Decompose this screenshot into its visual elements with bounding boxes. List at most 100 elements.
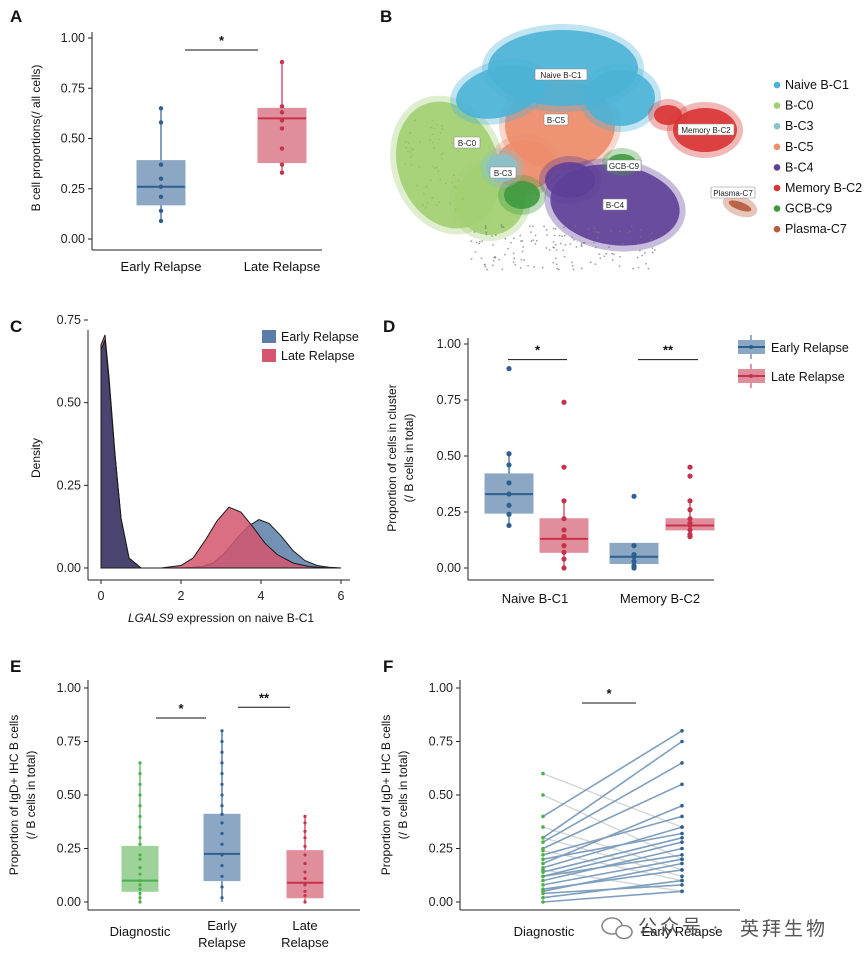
panel-a-plot: * <box>136 33 307 224</box>
umap-scatter-point <box>533 265 536 268</box>
umap-label-box <box>677 123 735 136</box>
umap-scatter-point <box>454 208 457 211</box>
watermark-left-text: 公众号 · <box>638 916 722 938</box>
umap-scatter-point <box>552 227 555 230</box>
panel-e-early-relapse-point <box>220 842 224 846</box>
umap-scatter-point <box>563 255 566 258</box>
panel-f-pair-line-increase <box>542 740 683 839</box>
umap-cluster-labels: Naive B-C1 B-C0 B-C3 B-C5 B-C4 Memory B-C2 GCB… <box>453 68 756 211</box>
panel-f-pair-line-increase <box>542 854 683 878</box>
panel-e-diagnostic-point <box>138 887 142 891</box>
umap-scatter-point <box>618 265 621 268</box>
panel-e-late-relapse-point <box>303 853 307 857</box>
umap-scatter-point <box>580 267 583 270</box>
panel-e-late-relapse-point <box>303 814 307 819</box>
umap-scatter-point <box>580 245 583 248</box>
umap-scatter-point <box>483 263 486 266</box>
umap-scatter-point <box>512 261 515 264</box>
panel-f-point-diagnostic <box>541 857 545 861</box>
panel-d-early-naive-point <box>506 366 512 372</box>
umap-scatter-point <box>594 263 597 266</box>
umap-scatter-point <box>504 237 507 240</box>
umap-label-text: B-C5 <box>547 116 566 125</box>
panel-f-point-diagnostic <box>541 814 545 819</box>
panel-e-ytick-label: 1.00 <box>57 681 81 695</box>
umap-legend-label: B-C4 <box>785 160 814 174</box>
umap-scatter-point <box>638 249 641 252</box>
panel-f-point-early-relapse <box>680 883 684 887</box>
panel-f-plot: * <box>541 686 684 904</box>
panel-f-point-early-relapse <box>680 729 684 733</box>
umap-scatter-point <box>405 146 408 149</box>
umap-scatter-point <box>433 146 435 149</box>
umap-scatter-point <box>478 242 480 245</box>
panel-f-point-diagnostic <box>541 848 545 853</box>
umap-scatter-point <box>450 142 453 144</box>
panel-f-pair-line-increase <box>542 858 683 886</box>
umap-scatter-point <box>513 257 516 260</box>
umap-scatter-point <box>409 146 412 149</box>
panel-a-early-point <box>158 194 164 199</box>
panel-f-point-early-relapse <box>680 868 684 872</box>
umap-scatter-point <box>587 227 590 230</box>
umap-legend-label: Naive B-C1 <box>785 78 849 92</box>
panel-d-late-memory-point <box>687 534 693 540</box>
panel-letter-d: D <box>383 317 395 336</box>
panel-d-late-naive-point <box>561 543 567 549</box>
panel-e-category-late-line2: Relapse <box>281 935 329 950</box>
umap-scatter-point <box>559 242 562 245</box>
panel-e-diagnostic-point <box>138 900 142 904</box>
panel-f-pair-line-increase <box>542 815 683 856</box>
umap-scatter-point <box>555 263 558 266</box>
panel-d-y-ticks: 0.00 0.25 0.50 0.75 1.00 <box>437 337 468 575</box>
umap-scatter-point <box>630 225 633 228</box>
panel-e-category-late-line1: Late <box>292 918 317 933</box>
umap-scatter-point <box>534 242 537 245</box>
umap-scatter-point <box>480 257 483 260</box>
wechat-icon <box>601 917 633 940</box>
umap-scatter-point <box>410 156 413 159</box>
umap-scatter-point <box>596 236 599 239</box>
panel-a-ytick-label: 0.75 <box>61 81 85 95</box>
panel-d-ytick-label: 0.75 <box>437 393 461 407</box>
umap-scatter-point <box>530 231 532 234</box>
umap-blob <box>545 162 595 198</box>
panel-e-early-relapse-point <box>220 804 224 808</box>
panel-letter-e: E <box>10 657 21 676</box>
panel-e-ytick-label: 0.25 <box>57 842 81 856</box>
panel-d-late-memory-point <box>687 464 693 470</box>
umap-scatter-point <box>636 256 639 259</box>
umap-scatter-point <box>507 247 509 250</box>
umap-label-box <box>710 186 756 199</box>
panel-d-legend-point <box>749 374 753 378</box>
umap-scatter-point <box>404 141 407 143</box>
umap-scatter-point <box>552 261 555 264</box>
umap-scatter-point <box>651 247 654 250</box>
panel-d-late-naive-point <box>561 534 567 540</box>
umap-scatter-point <box>473 231 476 233</box>
umap-scatter-point <box>509 241 512 244</box>
panel-c-y-label: Density <box>29 438 43 478</box>
panel-d-late-naive-point <box>561 556 567 562</box>
umap-scatter-point <box>484 227 487 229</box>
umap-scatter-point <box>491 235 493 237</box>
panel-f-y-label-line2: (/ B cells in total) <box>396 751 410 840</box>
umap-scatter-point <box>535 239 538 242</box>
panel-e-category-early-line2: Relapse <box>198 935 246 950</box>
umap-label-box <box>606 159 642 172</box>
panel-e-diagnostic-point <box>138 782 142 786</box>
umap-scatter-point <box>643 251 646 254</box>
panel-f-point-early-relapse <box>680 857 684 861</box>
panel-c-legend-label: Late Relapse <box>281 349 355 363</box>
umap-legend-label: GCB-C9 <box>785 202 832 216</box>
panel-a-category-early-relapse: Early Relapse <box>121 259 202 274</box>
umap-scatter-point <box>527 264 529 267</box>
panel-f-point-diagnostic <box>541 883 545 887</box>
umap-scatter-point <box>532 239 535 242</box>
umap-scatter-point <box>500 224 503 226</box>
panel-e-diagnostic-point <box>138 857 142 861</box>
panel-d-early-memory-point <box>631 565 637 571</box>
panel-a-y-ticks: 0.00 0.25 0.50 0.75 1.00 <box>61 31 92 246</box>
umap-scatter-point <box>504 253 506 256</box>
umap-scatter-point <box>599 257 602 260</box>
